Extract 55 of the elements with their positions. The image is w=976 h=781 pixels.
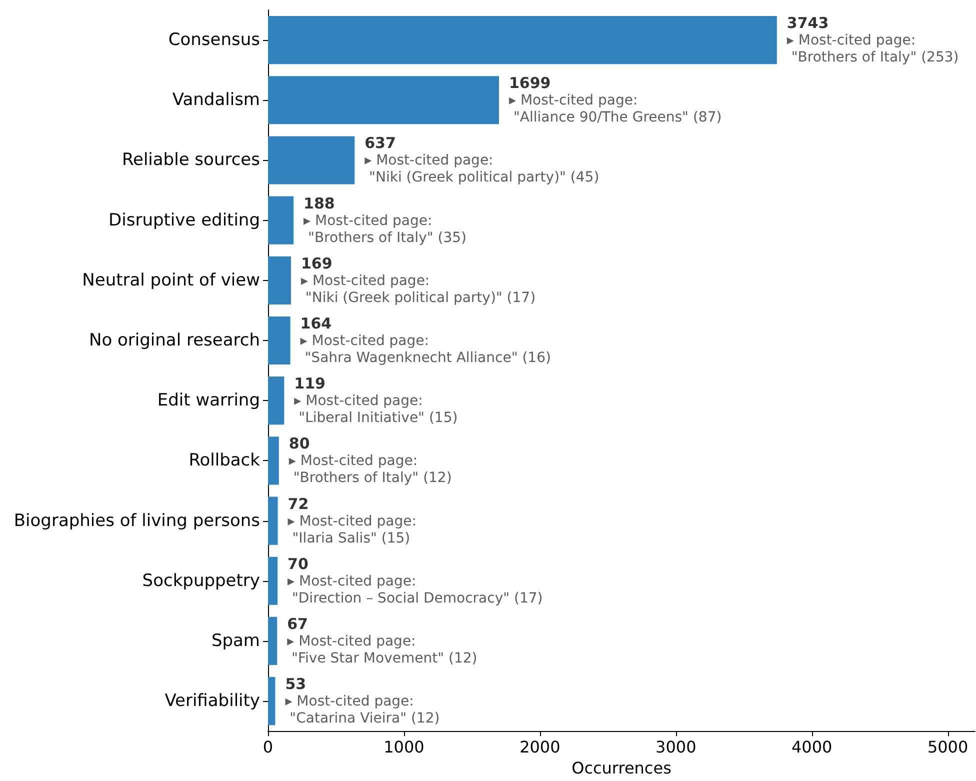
x-axis-title: Occurrences <box>572 758 672 778</box>
bar <box>268 556 278 605</box>
bar <box>268 256 291 304</box>
y-tick-label: Edit warring <box>157 390 260 411</box>
annotation: ▸ Most-cited page: "Ilaria Salis" (15) <box>288 513 416 546</box>
y-tick-label: Biographies of living persons <box>14 510 260 531</box>
data-label: 119 <box>294 374 326 393</box>
annotation: ▸ Most-cited page: "Catarina Vieira" (12) <box>285 694 440 727</box>
bar <box>268 436 279 485</box>
x-tick-label: 5000 <box>927 738 968 757</box>
bar <box>268 616 278 665</box>
data-label: 1699 <box>509 74 551 92</box>
y-tick-label: Sockpuppetry <box>142 570 260 591</box>
annotation: ▸ Most-cited page: "Niki (Greek political party)" (45) <box>364 152 600 186</box>
y-tick-label: Disruptive editing <box>108 210 260 230</box>
annotation: ▸ Most-cited page: "Sahra Wagenknecht Alliance" (16) <box>300 333 551 366</box>
bar <box>268 16 777 64</box>
y-tick-label: Neutral point of view <box>82 270 260 290</box>
bar <box>268 196 294 244</box>
bar <box>268 136 355 184</box>
data-label: 164 <box>300 314 332 333</box>
bar <box>268 376 284 425</box>
x-tick-label: 4000 <box>791 738 832 757</box>
y-tick-label: Consensus <box>168 30 260 50</box>
annotation: ▸ Most-cited page: "Alliance 90/The Greens" (87) <box>509 92 722 126</box>
y-tick-label: Reliable sources <box>122 150 260 170</box>
y-tick-label: No original research <box>88 330 260 351</box>
data-label: 169 <box>300 254 332 272</box>
annotation: ▸ Most-cited page: "Direction – Social Democracy" (17) <box>288 573 543 606</box>
annotation: ▸ Most-cited page: "Liberal Initiative" (15) <box>294 393 458 426</box>
annotation: ▸ Most-cited page: "Brothers of Italy" (12) <box>288 453 452 486</box>
x-tick-label: 0 <box>262 738 274 757</box>
annotation: ▸ Most-cited page: "Brothers of Italy" (253) <box>786 32 959 66</box>
x-tick-label: 3000 <box>656 738 696 757</box>
data-label: 53 <box>285 675 306 694</box>
annotation: ▸ Most-cited page: "Five Star Movement" (12) <box>287 633 478 666</box>
data-label: 67 <box>287 614 308 633</box>
annotation: ▸ Most-cited page: "Brothers of Italy" (35) <box>304 212 466 246</box>
y-tick-label: Vandalism <box>172 90 260 110</box>
x-tick-label: 2000 <box>520 738 560 757</box>
data-label: 637 <box>364 134 396 152</box>
data-label: 188 <box>304 194 335 212</box>
bar <box>268 76 499 124</box>
data-label: 70 <box>288 554 308 573</box>
bar <box>268 677 276 726</box>
x-tick-label: 1000 <box>384 738 424 757</box>
data-label: 3743 <box>786 14 829 32</box>
data-label: 72 <box>288 494 309 513</box>
annotation: ▸ Most-cited page: "Niki (Greek political party)" (17) <box>300 272 536 306</box>
bar <box>268 316 290 365</box>
data-label: 80 <box>288 434 310 453</box>
y-tick-label: Verifiability <box>164 691 260 712</box>
y-tick-label: Rollback <box>188 450 260 471</box>
y-tick-label: Spam <box>211 630 260 651</box>
bar <box>268 496 278 545</box>
